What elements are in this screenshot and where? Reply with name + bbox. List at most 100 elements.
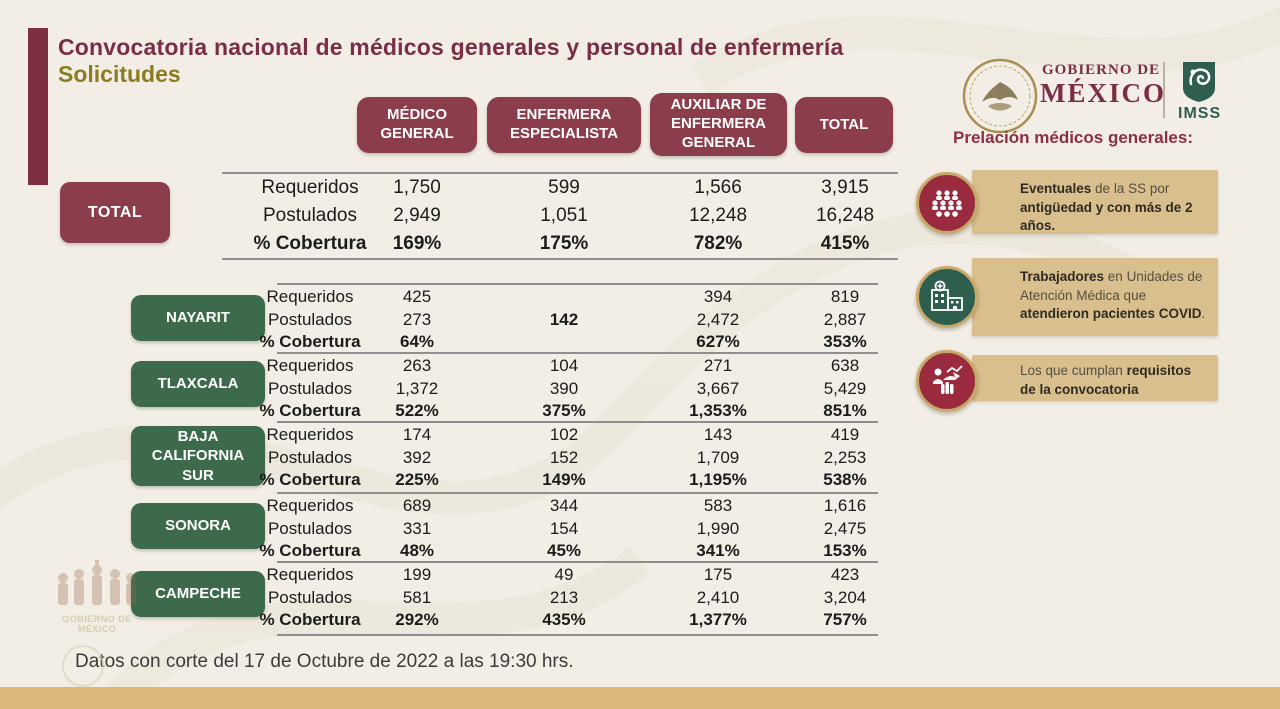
table-cell: 1,750 [393, 177, 441, 198]
table-cell: 331 [402, 518, 432, 538]
table-cell: 199 [402, 565, 432, 584]
table-cell: 425 [402, 287, 432, 306]
column-header-enfermera-especialista: ENFERMERA ESPECIALISTA [487, 97, 641, 153]
table-cell: 627% [696, 332, 740, 351]
table-cell: 851% [823, 401, 867, 420]
table-cell: 271 [703, 356, 733, 375]
table-cell: 104 [549, 356, 579, 375]
table-cell: 1,372 [395, 378, 439, 398]
table-cell: 175 [703, 565, 733, 584]
table-cell: 154 [549, 518, 579, 538]
imss-label: IMSS [1178, 105, 1222, 122]
table-cell: 225% [395, 470, 439, 489]
table-cell: 375% [542, 401, 586, 420]
table-cell: 782% [693, 233, 743, 254]
row-label: % Cobertura [259, 332, 361, 351]
row-label: Postulados [267, 378, 353, 398]
table-cell: 638 [830, 356, 860, 375]
table-cell: 2,472 [696, 309, 740, 329]
row-label: Requeridos [266, 287, 354, 306]
table-cell: 392 [402, 447, 432, 467]
table-cell: 174 [402, 425, 432, 444]
prelacion-item-eventuales: Eventuales de la SS por antigüedad y con… [972, 170, 1218, 234]
table-separator-line [277, 352, 878, 354]
row-label: Requeridos [261, 177, 359, 198]
table-cell: 152 [549, 447, 579, 467]
table-cell: 2,410 [696, 587, 740, 607]
row-group-label-baja-california-sur: BAJA CALIFORNIA SUR [131, 426, 265, 486]
row-label: Postulados [267, 518, 353, 538]
table-cell: 16,248 [815, 205, 875, 226]
table-cell: 415% [820, 233, 870, 254]
row-group-label-tlaxcala: TLAXCALA [131, 361, 265, 407]
requirements-hand-icon [916, 350, 978, 412]
row-label: % Cobertura [253, 233, 367, 254]
table-cell: 353% [823, 332, 867, 351]
table-separator-line [222, 172, 898, 174]
prelacion-item-text: Los que cumplan requisitos de la convoca… [1020, 363, 1191, 397]
table-cell: 142 [549, 309, 579, 329]
row-label: Postulados [267, 447, 353, 467]
imss-logo-icon [1183, 62, 1215, 102]
text-segment: Trabajadores [1020, 269, 1105, 284]
row-group-label-sonora: SONORA [131, 503, 265, 549]
table-cell: 423 [830, 565, 860, 584]
table-cell: 49 [554, 565, 574, 584]
table-cell: 599 [548, 177, 580, 198]
page-title: Convocatoria nacional de médicos general… [58, 34, 844, 60]
table-separator-line [277, 492, 878, 494]
column-header-medico-general: MÉDICO GENERAL [357, 97, 477, 153]
row-label: Requeridos [266, 565, 354, 584]
row-label: Requeridos [266, 356, 354, 375]
gobierno-de-label: GOBIERNO DE [1042, 62, 1161, 78]
table-cell: 153% [823, 541, 867, 560]
people-group-icon [916, 172, 978, 234]
table-cell: 102 [549, 425, 579, 444]
text-segment: antigüedad y con más de 2 años. [1020, 199, 1193, 234]
table-cell: 45% [546, 541, 582, 560]
row-label: Postulados [267, 309, 353, 329]
table-cell: 3,667 [696, 378, 740, 398]
table-separator-line [222, 258, 898, 260]
logo-divider [1163, 62, 1165, 118]
table-cell: 757% [823, 610, 867, 629]
row-label: % Cobertura [259, 401, 361, 420]
table-cell: 263 [402, 356, 432, 375]
table-cell: 581 [402, 587, 432, 607]
table-cell: 1,616 [823, 496, 867, 515]
table-cell: 1,051 [540, 205, 588, 226]
table-cell: 2,475 [823, 518, 867, 538]
sidebar-heading: Prelación médicos generales: [953, 128, 1193, 147]
heroes-watermark: GOBIERNO DE MÉXICO [42, 560, 152, 635]
left-accent-bar [28, 28, 48, 185]
table-cell: 341% [696, 541, 740, 560]
table-cell: 213 [549, 587, 579, 607]
prelacion-item-text: Eventuales de la SS por antigüedad y con… [1020, 181, 1193, 233]
table-cell: 3,204 [823, 587, 867, 607]
watermark-label: GOBIERNO DE MÉXICO [62, 614, 132, 634]
table-cell: 419 [830, 425, 860, 444]
medical-unit-icon [916, 266, 978, 328]
table-cell: 435% [542, 610, 586, 629]
prelacion-item-text: Trabajadores en Unidades de Atención Méd… [1020, 269, 1205, 321]
table-separator-line [277, 634, 878, 636]
text-segment: Eventuales [1020, 181, 1092, 196]
table-cell: 583 [703, 496, 733, 515]
text-segment: en Unidades de Atención Médica que [1020, 269, 1203, 303]
bottom-bar [0, 687, 1280, 709]
table-cell: 819 [830, 287, 860, 306]
prelacion-item-requisitos: Los que cumplan requisitos de la convoca… [972, 355, 1218, 401]
text-segment: de la SS por [1091, 181, 1170, 196]
heroes-figures-icon [58, 560, 136, 605]
table-cell: 169% [392, 233, 442, 254]
table-cell: 143 [703, 425, 733, 444]
row-group-label-campeche: CAMPECHE [131, 571, 265, 617]
table-cell: 48% [399, 541, 435, 560]
data-cutoff-note: Datos con corte del 17 de Octubre de 202… [75, 651, 574, 672]
table-cell: 1,566 [694, 177, 742, 198]
table-cell: 5,429 [823, 378, 867, 398]
table-cell: 64% [399, 332, 435, 351]
row-label: % Cobertura [259, 470, 361, 489]
text-segment: atendieron pacientes COVID [1020, 306, 1202, 322]
table-cell: 522% [395, 401, 439, 420]
